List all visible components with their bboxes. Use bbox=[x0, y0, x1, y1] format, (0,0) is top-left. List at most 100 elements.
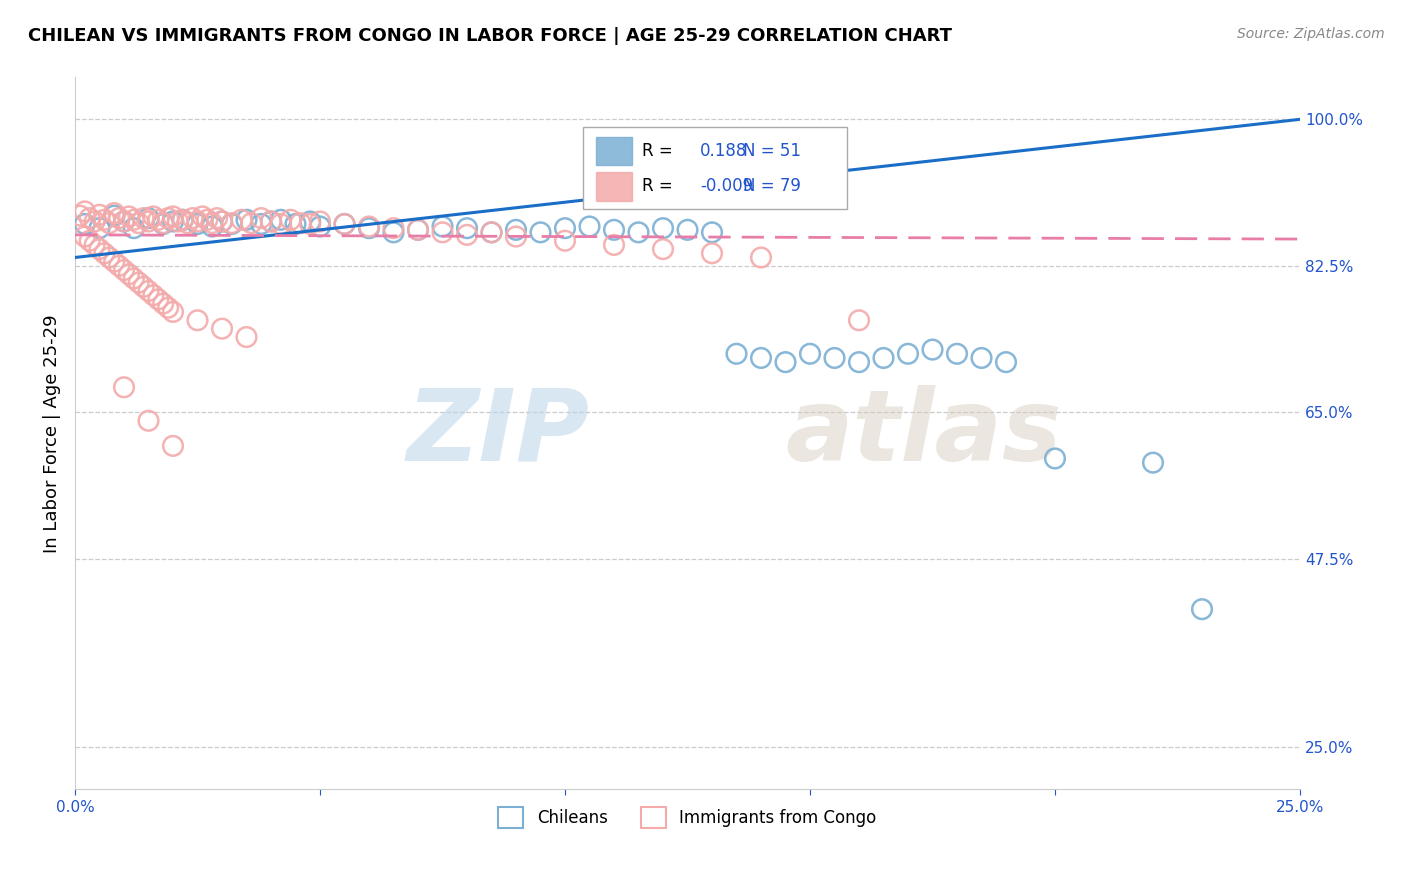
Point bbox=[148, 293, 170, 307]
Point bbox=[872, 351, 894, 365]
Point bbox=[138, 211, 160, 226]
Point bbox=[554, 234, 576, 248]
Point bbox=[195, 212, 218, 227]
Point bbox=[554, 221, 576, 235]
Point bbox=[69, 209, 91, 223]
Point bbox=[333, 217, 356, 231]
Point bbox=[824, 351, 846, 365]
Point bbox=[138, 214, 160, 228]
Point bbox=[406, 223, 429, 237]
Point bbox=[578, 219, 600, 234]
Point bbox=[309, 219, 332, 234]
Point bbox=[89, 208, 111, 222]
Point bbox=[309, 214, 332, 228]
Point bbox=[162, 210, 184, 224]
Point bbox=[93, 246, 115, 260]
Point bbox=[700, 225, 723, 239]
Point bbox=[83, 238, 105, 252]
Point bbox=[260, 214, 283, 228]
Point bbox=[122, 212, 145, 227]
Point bbox=[211, 214, 233, 228]
Point bbox=[357, 219, 380, 234]
Point bbox=[112, 214, 135, 228]
Point bbox=[172, 212, 194, 227]
Point bbox=[205, 211, 228, 226]
Point bbox=[970, 351, 993, 365]
Text: atlas: atlas bbox=[786, 384, 1062, 482]
Point bbox=[89, 221, 111, 235]
Point bbox=[162, 439, 184, 453]
Point bbox=[280, 212, 302, 227]
Point bbox=[627, 225, 650, 239]
Point bbox=[98, 216, 121, 230]
Text: N = 79: N = 79 bbox=[742, 178, 800, 195]
Point bbox=[186, 217, 208, 231]
Point bbox=[118, 267, 141, 281]
Point bbox=[152, 296, 174, 310]
Point bbox=[201, 219, 224, 234]
Text: R =: R = bbox=[643, 142, 673, 160]
Point bbox=[529, 225, 551, 239]
Point bbox=[382, 221, 405, 235]
Text: ZIP: ZIP bbox=[406, 384, 589, 482]
Point bbox=[148, 212, 170, 227]
Point bbox=[231, 212, 253, 227]
Point bbox=[108, 259, 131, 273]
Point bbox=[186, 214, 208, 228]
Point bbox=[93, 212, 115, 227]
Point bbox=[157, 301, 180, 315]
Point bbox=[250, 211, 273, 226]
Point bbox=[481, 225, 503, 239]
Bar bbox=[596, 136, 633, 165]
Point bbox=[603, 223, 626, 237]
Point bbox=[152, 217, 174, 231]
Point bbox=[848, 313, 870, 327]
Point bbox=[221, 216, 243, 230]
Point bbox=[1043, 451, 1066, 466]
Point bbox=[103, 254, 125, 268]
Point bbox=[284, 217, 307, 231]
Point bbox=[775, 355, 797, 369]
Point bbox=[749, 351, 772, 365]
Point bbox=[211, 321, 233, 335]
Point bbox=[201, 216, 224, 230]
Point bbox=[270, 217, 292, 231]
Point bbox=[142, 288, 165, 302]
Text: N = 51: N = 51 bbox=[742, 142, 800, 160]
FancyBboxPatch shape bbox=[583, 128, 846, 209]
Point bbox=[290, 216, 312, 230]
Point bbox=[112, 263, 135, 277]
Point bbox=[118, 210, 141, 224]
Point bbox=[505, 229, 527, 244]
Point bbox=[73, 229, 96, 244]
Point bbox=[897, 347, 920, 361]
Point bbox=[128, 216, 150, 230]
Point bbox=[132, 280, 155, 294]
Point bbox=[240, 216, 263, 230]
Point bbox=[157, 211, 180, 226]
Point bbox=[270, 212, 292, 227]
Point bbox=[1191, 602, 1213, 616]
Legend: Chileans, Immigrants from Congo: Chileans, Immigrants from Congo bbox=[492, 801, 883, 834]
Point bbox=[749, 251, 772, 265]
Point bbox=[172, 212, 194, 227]
Point bbox=[73, 217, 96, 231]
Point bbox=[167, 214, 190, 228]
Y-axis label: In Labor Force | Age 25-29: In Labor Force | Age 25-29 bbox=[44, 314, 60, 553]
Point bbox=[235, 212, 257, 227]
Point bbox=[799, 347, 821, 361]
Point bbox=[700, 246, 723, 260]
Point bbox=[676, 223, 699, 237]
Point bbox=[406, 223, 429, 237]
Point bbox=[73, 204, 96, 219]
Point bbox=[132, 211, 155, 226]
Point bbox=[505, 223, 527, 237]
Point bbox=[177, 216, 200, 230]
Text: Source: ZipAtlas.com: Source: ZipAtlas.com bbox=[1237, 27, 1385, 41]
Point bbox=[122, 221, 145, 235]
Point bbox=[79, 211, 101, 226]
Point bbox=[138, 414, 160, 428]
Text: 0.188: 0.188 bbox=[700, 142, 747, 160]
Point bbox=[432, 225, 454, 239]
Point bbox=[603, 238, 626, 252]
